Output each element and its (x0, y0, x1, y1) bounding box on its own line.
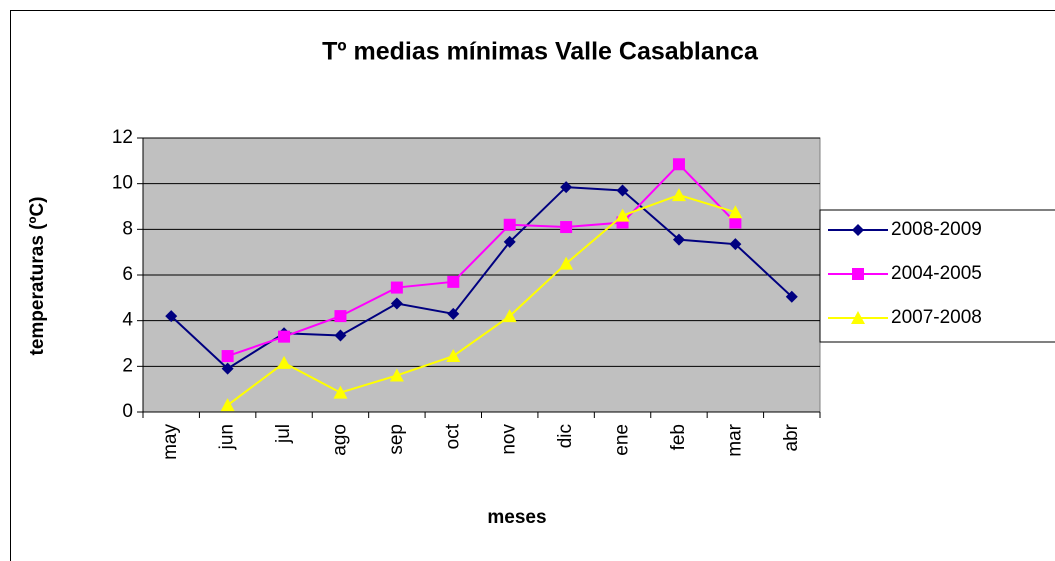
x-tick-label: sep (386, 424, 407, 455)
marker (729, 238, 742, 251)
marker (502, 309, 517, 323)
marker (851, 311, 865, 324)
marker (560, 221, 573, 234)
marker (390, 281, 403, 294)
marker (503, 235, 516, 248)
marker (559, 256, 574, 270)
marker (447, 275, 460, 288)
marker (221, 350, 234, 363)
marker (277, 355, 292, 369)
x-tick-label: jun (217, 424, 238, 450)
y-tick-label: 6 (122, 264, 133, 285)
y-tick-label: 8 (122, 218, 133, 239)
y-tick-label: 2 (122, 355, 133, 376)
marker (447, 307, 460, 320)
x-axis-label: meses (487, 507, 546, 528)
x-tick-label: dic (555, 424, 576, 448)
x-tick-label: feb (668, 424, 689, 450)
x-tick-label: oct (442, 423, 463, 449)
marker (852, 224, 864, 236)
series-line (227, 162, 737, 358)
marker (446, 349, 461, 363)
x-tick-label: nov (499, 424, 520, 455)
marker (729, 216, 742, 229)
chart-title: Tº medias mínimas Valle Casablanca (322, 38, 759, 66)
y-tick-label: 10 (112, 173, 133, 194)
y-tick-label: 4 (122, 310, 133, 331)
marker (728, 205, 743, 219)
marker (672, 233, 685, 246)
marker (165, 310, 178, 323)
x-tick-label: abr (781, 423, 802, 451)
marker (503, 218, 516, 231)
marker (220, 398, 235, 412)
marker (852, 268, 864, 280)
marker (616, 184, 629, 197)
marker (560, 181, 573, 194)
marker (785, 290, 798, 303)
legend-label: 2008-2009 (891, 219, 982, 240)
marker (333, 385, 348, 399)
series-line (227, 194, 736, 406)
x-tick-label: mar (724, 423, 745, 456)
marker (334, 310, 347, 323)
legend-label: 2004-2005 (891, 263, 982, 284)
y-axis-label: temperaturas (ºC) (27, 197, 48, 356)
x-tick-label: jul (273, 424, 294, 444)
marker (615, 208, 630, 222)
marker (389, 368, 404, 382)
marker (334, 329, 347, 342)
y-tick-label: 12 (112, 127, 133, 148)
marker (278, 330, 291, 343)
x-tick-label: ene (612, 424, 633, 456)
x-tick-label: ago (329, 424, 350, 456)
legend-label: 2007-2008 (891, 307, 982, 328)
marker (672, 158, 685, 171)
marker (671, 188, 686, 202)
marker (221, 362, 234, 375)
marker (390, 297, 403, 310)
y-tick-label: 0 (122, 401, 133, 422)
x-tick-label: may (160, 424, 181, 460)
